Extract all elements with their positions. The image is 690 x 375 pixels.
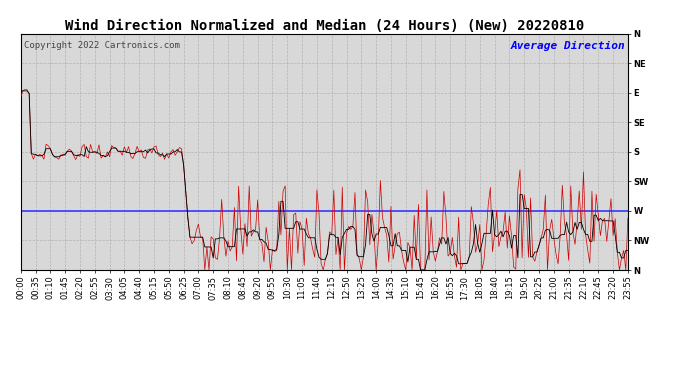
Text: Average Direction: Average Direction (510, 41, 625, 51)
Text: Copyright 2022 Cartronics.com: Copyright 2022 Cartronics.com (23, 41, 179, 50)
Title: Wind Direction Normalized and Median (24 Hours) (New) 20220810: Wind Direction Normalized and Median (24… (65, 19, 584, 33)
